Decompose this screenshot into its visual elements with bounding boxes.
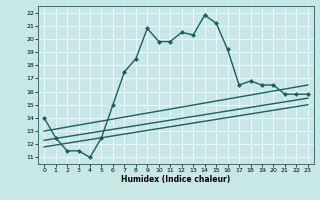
X-axis label: Humidex (Indice chaleur): Humidex (Indice chaleur) [121,175,231,184]
